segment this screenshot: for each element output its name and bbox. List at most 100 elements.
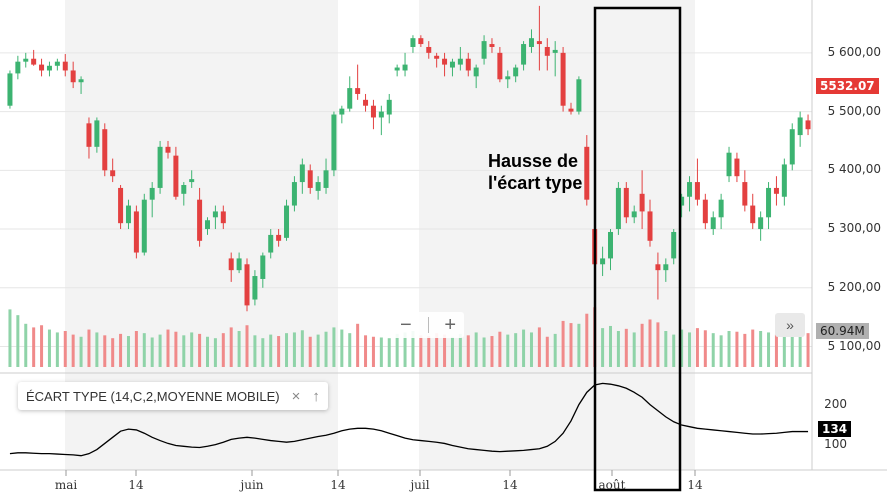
indicator-legend[interactable]: ÉCART TYPE (14,C,2,MOYENNE MOBILE) × ↑	[18, 382, 328, 410]
candle-body	[560, 52, 566, 106]
candle-body	[679, 196, 685, 206]
candle-body	[584, 146, 590, 200]
close-icon[interactable]: ×	[291, 387, 301, 405]
volume-bar	[32, 327, 36, 367]
candle-body	[181, 185, 187, 194]
candle-body	[647, 211, 653, 241]
candle-body	[86, 123, 92, 147]
volume-bar	[782, 333, 786, 367]
candle-body	[418, 38, 424, 45]
volume-bar	[340, 329, 344, 367]
volume-bar	[798, 330, 802, 367]
volume-bar	[111, 338, 115, 367]
candle-body	[694, 182, 700, 200]
candle-body	[576, 79, 582, 112]
candle-body	[544, 46, 550, 56]
volume-bar	[403, 332, 407, 367]
volume-bar	[735, 331, 739, 367]
volume-bar	[158, 334, 162, 367]
candle-body	[449, 61, 455, 68]
candle-body	[15, 61, 21, 74]
volume-bar	[16, 315, 20, 367]
candle-body	[141, 199, 147, 253]
volume-bar	[71, 334, 75, 367]
volume-bar	[371, 336, 375, 367]
volume-bar	[711, 333, 715, 367]
volume-bar	[664, 331, 668, 367]
candle-body	[434, 55, 440, 59]
volume-bar	[806, 333, 810, 367]
volume-bar	[387, 338, 391, 367]
volume-bar	[47, 329, 51, 367]
month-band	[510, 0, 598, 470]
x-tick-label: 14	[687, 478, 703, 492]
volume-bar	[150, 337, 154, 367]
price-tick-label: 5 100,00	[827, 338, 881, 353]
candle-body	[386, 99, 392, 115]
volume-bar	[419, 335, 423, 367]
candle-body	[536, 41, 542, 45]
volume-bar	[656, 322, 660, 367]
volume-bar	[277, 336, 281, 367]
zoom-in-button[interactable]: +	[444, 313, 457, 336]
scroll-right-button[interactable]: »	[775, 313, 805, 337]
candle-body	[734, 158, 740, 177]
move-up-icon[interactable]: ↑	[312, 387, 320, 405]
x-tick-label: mai	[54, 478, 78, 492]
volume-bar	[142, 333, 146, 367]
volume-bar	[450, 336, 454, 367]
volume-bar	[616, 331, 620, 367]
candle-body	[118, 187, 124, 224]
candle-body	[23, 58, 29, 62]
std-dev-line	[9, 382, 809, 457]
candle-body	[489, 44, 495, 47]
candle-body	[726, 152, 732, 177]
volume-bar	[324, 331, 328, 367]
volume-bar	[221, 333, 225, 367]
volume-bar	[561, 320, 565, 367]
volume-bar	[126, 336, 130, 367]
volume-bar	[166, 329, 170, 367]
volume-bar	[237, 331, 241, 367]
volume-bar	[348, 333, 352, 367]
candle-body	[133, 211, 139, 253]
volume-bar	[790, 331, 794, 367]
candle-body	[465, 58, 471, 71]
zoom-controls: − +	[392, 312, 464, 338]
candle-body	[157, 146, 163, 188]
volume-badge: 60.94M	[816, 323, 869, 339]
candle-body	[758, 217, 764, 230]
volume-bar	[688, 332, 692, 367]
candle-body	[70, 70, 76, 83]
candle-body	[718, 199, 724, 218]
volume-bar	[482, 337, 486, 367]
candle-body	[766, 187, 772, 218]
volume-bar	[395, 333, 399, 367]
candle-body	[426, 46, 432, 53]
candle-body	[299, 164, 305, 183]
candle-body	[702, 199, 708, 224]
candle-body	[505, 76, 511, 80]
indicator-value-badge: 134	[818, 421, 852, 437]
x-tick-label: 14	[330, 478, 346, 492]
volume-bar	[751, 329, 755, 367]
candle-body	[410, 38, 416, 47]
candle-body	[78, 79, 84, 83]
price-tick-label: 5 400,00	[827, 162, 881, 177]
volume-bar	[253, 335, 257, 367]
candle-body	[497, 52, 503, 80]
volume-bar	[63, 331, 67, 367]
volume-bar	[672, 334, 676, 367]
volume-bar	[719, 335, 723, 367]
candle-body	[173, 155, 179, 197]
candle-body	[39, 64, 45, 71]
volume-bar	[79, 336, 83, 367]
candle-body	[528, 38, 534, 47]
volume-bar	[261, 338, 265, 367]
indicator-tick-label: 100	[824, 437, 847, 452]
candle-body	[552, 49, 558, 53]
zoom-out-button[interactable]: −	[399, 313, 412, 336]
volume-bar	[229, 327, 233, 367]
volume-bar	[522, 329, 526, 367]
